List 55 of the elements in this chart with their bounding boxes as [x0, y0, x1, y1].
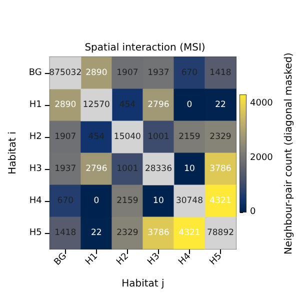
text: 875032 [49, 68, 82, 78]
y-axis-title: Habitat i [8, 132, 18, 174]
data-label: 670 [181, 68, 198, 78]
data-label: 454 [88, 132, 105, 142]
data-label: 454 [119, 100, 136, 110]
data-label: 0 [186, 100, 192, 110]
text: 12570 [82, 100, 110, 110]
x-tick-label: H5 [208, 251, 224, 268]
data-label: 10 [153, 196, 164, 206]
y-tick-label: H5 [29, 228, 42, 238]
data-label: 0 [94, 196, 100, 206]
x-tick-label: H1 [84, 251, 100, 268]
y-tick-label: BG [28, 68, 42, 78]
data-label: 2329 [116, 228, 138, 238]
text: 28336 [144, 164, 172, 174]
data-label: 1418 [54, 228, 76, 238]
data-label: 1907 [116, 68, 138, 78]
data-label: 22 [91, 228, 102, 238]
data-label: 2159 [178, 132, 200, 142]
data-label: 2890 [54, 100, 76, 110]
data-label: 4321 [210, 196, 232, 206]
data-label: 1001 [116, 164, 138, 174]
x-tick-label: BG [52, 251, 69, 268]
data-label: 1907 [54, 132, 76, 142]
text: 15040 [114, 132, 141, 142]
data-label: 3786 [210, 164, 232, 174]
color-bar-title: Neighbour-pair count (diagonal masked) [284, 52, 294, 254]
y-tick-label: H4 [29, 196, 42, 206]
text: 78892 [206, 228, 234, 238]
chart-title: Spatial interaction (MSI) [84, 42, 206, 54]
x-axis-title: Habitat j [122, 278, 164, 290]
data-label: 1937 [148, 68, 170, 78]
data-label: 2159 [116, 196, 138, 206]
data-label: 22 [215, 100, 226, 110]
color-bar-label: 4000 [250, 98, 274, 109]
text: 30748 [176, 196, 203, 206]
data-label: 1001 [148, 132, 170, 142]
y-tick-label: H1 [29, 100, 42, 110]
data-label: 2796 [148, 100, 170, 110]
data-label: 2796 [86, 164, 108, 174]
data-label: 2890 [86, 68, 108, 78]
color-bar-label: 0 [250, 207, 256, 217]
x-tick-label: H3 [146, 251, 162, 268]
x-tick-label: H4 [177, 251, 194, 268]
data-label: 10 [184, 164, 195, 174]
data-label: 3786 [148, 228, 170, 238]
x-tick-label: H2 [115, 251, 131, 268]
y-tick-label: H3 [29, 164, 42, 174]
data-label: 1418 [210, 68, 232, 78]
data-label: 670 [57, 196, 74, 206]
data-label: 1937 [54, 164, 76, 174]
color-bar-label: 2000 [250, 152, 274, 163]
y-tick-label: H2 [29, 132, 42, 142]
data-label: 2329 [210, 132, 232, 142]
data-label: 4321 [178, 228, 200, 238]
